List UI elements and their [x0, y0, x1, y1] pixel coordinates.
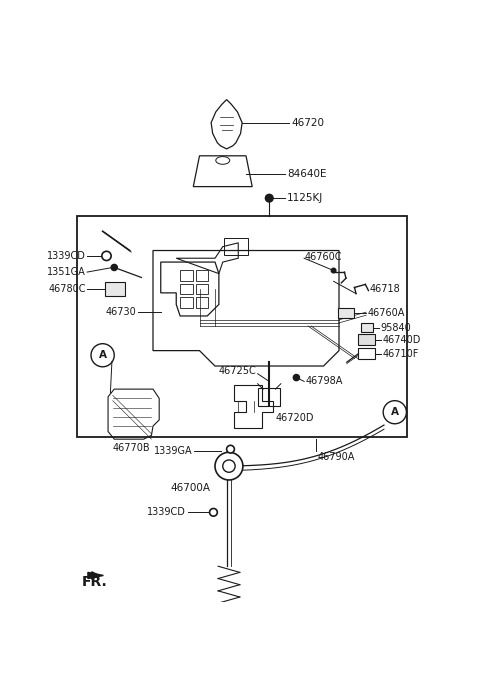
Text: 46720: 46720: [291, 118, 324, 128]
Text: 1339CD: 1339CD: [147, 507, 186, 517]
Bar: [180, 284, 192, 295]
Circle shape: [293, 375, 300, 381]
Text: 46700A: 46700A: [170, 483, 210, 493]
FancyBboxPatch shape: [338, 308, 354, 318]
Text: 1339CD: 1339CD: [47, 251, 85, 261]
Text: 84640E: 84640E: [287, 168, 326, 178]
Circle shape: [210, 508, 217, 516]
Text: 46710F: 46710F: [383, 349, 419, 359]
Circle shape: [228, 446, 234, 452]
Circle shape: [331, 268, 336, 273]
Text: A: A: [98, 350, 107, 360]
FancyBboxPatch shape: [105, 283, 125, 295]
Text: 46720D: 46720D: [276, 414, 314, 423]
Text: 46770B: 46770B: [113, 443, 150, 453]
Text: 46798A: 46798A: [306, 377, 343, 387]
Circle shape: [265, 194, 273, 202]
Bar: [196, 270, 208, 281]
Text: A: A: [391, 407, 399, 417]
Polygon shape: [88, 573, 103, 579]
Text: 95840: 95840: [381, 322, 412, 333]
Circle shape: [210, 509, 216, 515]
Text: 1351GA: 1351GA: [47, 267, 85, 277]
Bar: [180, 270, 192, 281]
Circle shape: [223, 460, 235, 473]
FancyBboxPatch shape: [359, 335, 375, 345]
Circle shape: [215, 452, 243, 480]
Text: 46760A: 46760A: [368, 308, 405, 318]
Text: 1125KJ: 1125KJ: [287, 193, 324, 203]
Text: 1339GA: 1339GA: [154, 445, 192, 456]
Text: 46725C: 46725C: [218, 366, 256, 377]
Circle shape: [227, 445, 234, 453]
Bar: [77, 216, 407, 437]
Circle shape: [223, 616, 235, 628]
Text: 46718: 46718: [370, 284, 401, 294]
Circle shape: [102, 251, 111, 260]
Text: FR.: FR.: [82, 575, 108, 589]
Text: 46730: 46730: [105, 307, 136, 317]
Text: 46760C: 46760C: [305, 251, 342, 262]
Text: 46780C: 46780C: [48, 284, 85, 294]
Bar: [196, 284, 208, 295]
Bar: [360, 323, 373, 332]
Circle shape: [103, 253, 109, 259]
Text: 46790A: 46790A: [317, 452, 355, 462]
Bar: [196, 297, 208, 308]
Text: 46740D: 46740D: [383, 335, 421, 345]
Circle shape: [111, 264, 117, 270]
Bar: [180, 297, 192, 308]
